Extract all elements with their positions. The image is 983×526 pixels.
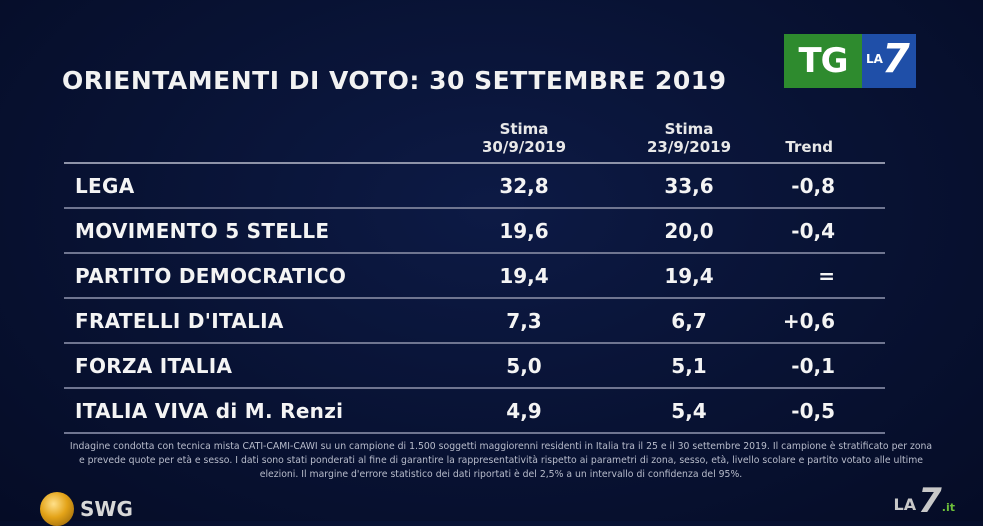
la7-watermark-la: LA	[893, 495, 917, 514]
stima-30-9-value: 19,4	[429, 253, 619, 299]
header-trend: Trend	[759, 116, 885, 164]
stima-23-9-value: 20,0	[619, 208, 759, 254]
stima-30-9-value: 4,9	[429, 388, 619, 434]
table-row: FRATELLI D'ITALIA 7,3 6,7 +0,6	[64, 298, 885, 344]
header-stima-23-9-line1: Stima	[664, 120, 714, 138]
party-name: FORZA ITALIA	[64, 343, 429, 389]
header-stima-30-9-line1: Stima	[499, 120, 549, 138]
header-stima-30-9: Stima 30/9/2019	[429, 116, 619, 164]
poll-table: Stima 30/9/2019 Stima 23/9/2019 Trend LE…	[64, 116, 885, 434]
trend-value: -0,5	[759, 388, 885, 434]
header-stima-23-9: Stima 23/9/2019	[619, 116, 759, 164]
header-trend-label: Trend	[785, 138, 833, 156]
trend-value: -0,4	[759, 208, 885, 254]
stima-23-9-value: 5,4	[619, 388, 759, 434]
table-row: PARTITO DEMOCRATICO 19,4 19,4 =	[64, 253, 885, 299]
header-party	[64, 116, 429, 164]
header-stima-23-9-line2: 23/9/2019	[646, 138, 732, 156]
stima-30-9-value: 32,8	[429, 163, 619, 209]
la7-watermark-it: .it	[941, 501, 955, 514]
table-row: LEGA 32,8 33,6 -0,8	[64, 163, 885, 209]
party-name: FRATELLI D'ITALIA	[64, 298, 429, 344]
tg-logo-text: TG	[784, 34, 862, 88]
la7-watermark-seven: 7	[918, 481, 942, 521]
stima-30-9-value: 5,0	[429, 343, 619, 389]
stima-23-9-value: 6,7	[619, 298, 759, 344]
stima-30-9-value: 19,6	[429, 208, 619, 254]
swg-logo: SWG	[40, 491, 133, 526]
party-name: LEGA	[64, 163, 429, 209]
la7-logo-seven: 7	[882, 36, 910, 82]
party-name: PARTITO DEMOCRATICO	[64, 253, 429, 299]
header-stima-30-9-line2: 30/9/2019	[481, 138, 567, 156]
la7-watermark: LA 7 .it	[894, 484, 955, 518]
tg-la7-logo: TG LA 7	[784, 34, 916, 88]
methodology-footnote: Indagine condotta con tecnica mista CATI…	[69, 441, 933, 480]
stima-30-9-value: 7,3	[429, 298, 619, 344]
stima-23-9-value: 33,6	[619, 163, 759, 209]
swg-logo-text: SWG	[80, 496, 133, 521]
swg-globe-icon	[40, 491, 74, 526]
party-name: MOVIMENTO 5 STELLE	[64, 208, 429, 254]
table-row: FORZA ITALIA 5,0 5,1 -0,1	[64, 343, 885, 389]
party-name: ITALIA VIVA di M. Renzi	[64, 388, 429, 434]
trend-value: =	[759, 253, 885, 299]
stima-23-9-value: 5,1	[619, 343, 759, 389]
table-row: ITALIA VIVA di M. Renzi 4,9 5,4 -0,5	[64, 388, 885, 434]
table-row: MOVIMENTO 5 STELLE 19,6 20,0 -0,4	[64, 208, 885, 254]
stima-23-9-value: 19,4	[619, 253, 759, 299]
table-header-row: Stima 30/9/2019 Stima 23/9/2019 Trend	[64, 116, 885, 164]
la7-logo-la: LA	[866, 52, 883, 66]
chart-title: ORIENTAMENTI DI VOTO: 30 SETTEMBRE 2019	[62, 66, 727, 95]
la7-logo-box: LA 7	[862, 34, 916, 88]
trend-value: -0,8	[759, 163, 885, 209]
trend-value: -0,1	[759, 343, 885, 389]
trend-value: +0,6	[759, 298, 885, 344]
